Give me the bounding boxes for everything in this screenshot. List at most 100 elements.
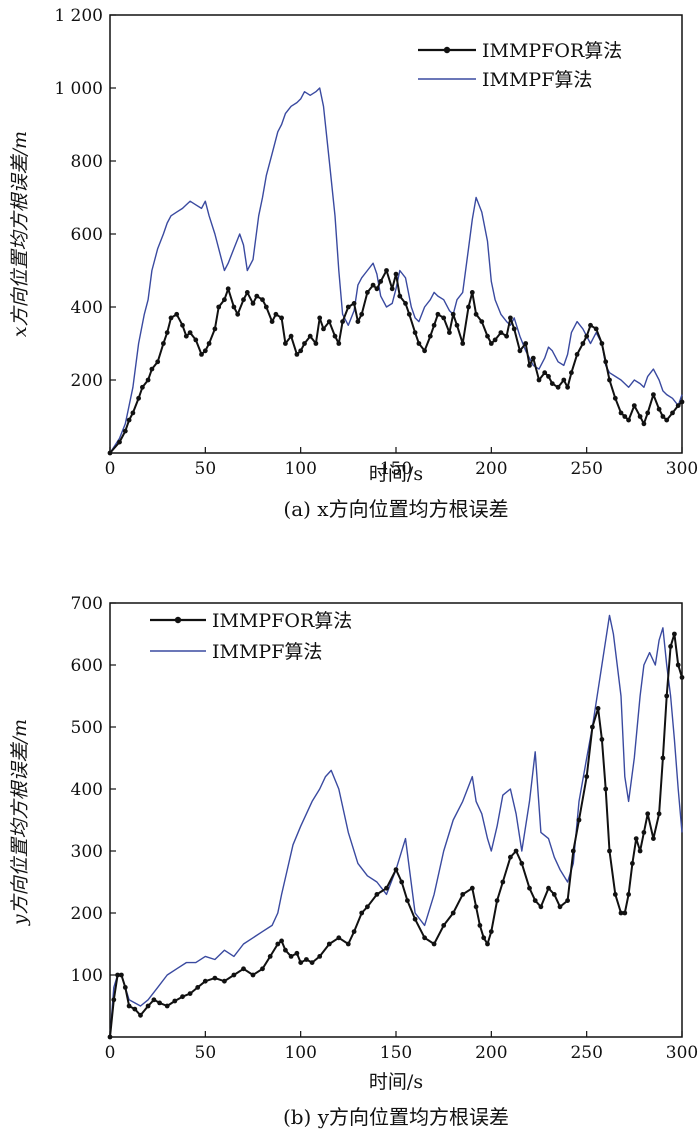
- chart-a-series-immpfor-point: [603, 359, 609, 365]
- chart-a-series-immpfor-point: [340, 319, 345, 324]
- chart-b-series-immpfor-point: [326, 941, 332, 947]
- chart-a-series-immpfor-point: [122, 428, 128, 434]
- chart-a-series-immpfor-point: [321, 326, 326, 332]
- chart-b-series-immpfor-point: [513, 848, 519, 854]
- chart-a-series-immpfor-point: [631, 403, 637, 408]
- chart-a-series-immpfor-point: [298, 348, 304, 354]
- chart-a-series-immpfor-point: [580, 341, 586, 346]
- chart-a-legend: IMMPFOR算法 IMMPF算法: [418, 40, 622, 91]
- chart-b-series-immpfor-point: [304, 957, 309, 962]
- chart-a-series-immpfor-point: [288, 333, 294, 339]
- chart-b-ytick-label: 300: [71, 842, 103, 862]
- chart-a-series-immpf-line: [109, 87, 683, 454]
- chart-a-series-immpfor-point: [397, 293, 403, 299]
- chart-a-series-immpfor-point: [447, 330, 452, 335]
- chart-a-series-immpfor-point: [107, 450, 113, 456]
- chart-b-series-immpfor-point: [551, 892, 557, 897]
- chart-b-series-immpfor-point: [298, 960, 304, 965]
- chart-a-series-immpfor-point: [332, 333, 338, 339]
- chart-a-plot-frame: [109, 14, 683, 454]
- chart-a-series-immpfor-point: [656, 406, 662, 412]
- chart-b-series-immpfor-point: [675, 662, 681, 668]
- chart-a-series-immpfor-point: [530, 355, 536, 361]
- chart-a-x-ticks: 0 50 100 150 200 250 300: [105, 447, 698, 479]
- chart-b-series-immpfor-point: [374, 892, 380, 897]
- chart-a-series-immpfor-point: [523, 341, 529, 346]
- chart-a-series-immpfor-point: [492, 337, 498, 343]
- chart-b-series-immpfor-point: [132, 1006, 138, 1012]
- chart-a-series-immpfor-point: [336, 341, 342, 346]
- chart-b-series-immpfor-point: [107, 1034, 113, 1040]
- chart-a-series-immpfor-point: [212, 326, 218, 332]
- chart-a-ytick-label: 1 000: [54, 79, 103, 99]
- chart-a-series-immpfor-point: [641, 421, 647, 427]
- chart-a-series-immpfor-point: [183, 333, 189, 339]
- chart-b-series-immpfor-point: [164, 1003, 170, 1009]
- chart-b-series-immpfor-point: [195, 985, 201, 990]
- chart-b-series-immpfor-point: [180, 994, 185, 1000]
- chart-b-series-immpfor-point: [612, 892, 618, 897]
- chart-a-series-immpfor-point: [140, 384, 145, 390]
- chart-b-series-immpfor-point: [481, 935, 487, 941]
- chart-a-series-immpfor-point: [607, 377, 612, 383]
- chart-b-series-immpfor-point: [384, 885, 389, 891]
- chart-a-ytick-label: 400: [71, 298, 103, 318]
- chart-b-series-immpfor-point: [641, 830, 647, 835]
- chart-b-series-immpfor-point: [469, 885, 475, 891]
- chart-a-series-immpfor-point: [370, 282, 376, 288]
- chart-b-series-immpfor-point: [584, 774, 590, 779]
- chart-a-series-immpfor-point: [130, 410, 136, 416]
- chart-b-series-immpfor-point: [365, 904, 370, 910]
- chart-a-series-immpfor-point: [485, 333, 490, 339]
- chart-b-series-immpfor-line: [109, 633, 683, 1038]
- chart-a-series-immpfor-point: [302, 341, 307, 346]
- chart-b-xtick-label: 300: [666, 1043, 698, 1063]
- chart-a-series-immpfor-point: [307, 333, 313, 339]
- chart-a-series-immpfor-point: [565, 384, 570, 390]
- chart-a-series-immpfor-point: [403, 301, 408, 306]
- chart-a-series-immpfor-point: [488, 341, 494, 346]
- chart-b-series-immpfor-point: [231, 972, 237, 978]
- chart-b-ytick-label: 400: [71, 780, 103, 800]
- chart-a-series-immpfor-point: [283, 341, 288, 346]
- chart-a-series-immpfor-point: [664, 417, 670, 423]
- chart-a-series-immpfor-point: [584, 333, 590, 339]
- chart-a-series-immpfor-point: [365, 290, 370, 295]
- chart-a-series-immpfor-point: [637, 414, 643, 419]
- chart-b-series-immpfor-point: [532, 898, 538, 903]
- chart-a-series-immpfor-point: [313, 341, 319, 346]
- chart-b-ytick-label: 200: [71, 904, 103, 924]
- chart-b-series-immpfor-point: [527, 885, 532, 891]
- chart-a-series-immpfor-point: [145, 377, 151, 383]
- chart-b-series-immpfor-point: [288, 954, 294, 959]
- chart-b-y-ticks: 100 200 300 400 500 600 700: [71, 594, 116, 986]
- chart-a-series-immpfor-point: [225, 286, 231, 292]
- chart-b-series-immpfor-point: [138, 1012, 143, 1018]
- chart-b-series-immpfor-point: [519, 861, 525, 866]
- chart-a-series-immpfor-point: [294, 352, 300, 357]
- chart-b-series-immpfor-point: [450, 910, 456, 916]
- chart-a-legend-label-immpf: IMMPF算法: [482, 69, 592, 91]
- chart-b-series-immpfor-point: [633, 836, 639, 841]
- chart-b-x-ticks: 0 50 100 150 200 250 300: [105, 1031, 698, 1063]
- chart-a-series-immpfor-line: [109, 269, 683, 454]
- chart-b-series-immpfor-point: [275, 941, 281, 947]
- chart-b-ytick-label: 700: [71, 594, 103, 614]
- chart-a-series-immpfor-point: [427, 333, 433, 339]
- chart-b-xtick-label: 50: [195, 1043, 217, 1063]
- chart-a-series-immpfor-point: [136, 395, 142, 401]
- chart-b-series-immpfor-point: [603, 786, 609, 792]
- chart-a-series-immpfor-point: [651, 392, 656, 397]
- chart-a-series-immpfor-point: [244, 290, 250, 295]
- chart-a-series-immpfor-point: [317, 315, 323, 321]
- chart-b-series-immpfor-point: [599, 737, 605, 742]
- chart-b-series-immpfor-point: [477, 923, 483, 928]
- chart-a-series-immpfor-point: [511, 326, 517, 332]
- chart-b-xtick-label: 150: [380, 1043, 412, 1063]
- chart-a-series-immpfor-point: [326, 319, 332, 324]
- chart-a-ytick-label: 600: [71, 225, 103, 245]
- chart-b-series-immpfor-point: [473, 904, 479, 910]
- chart-a-series-immpfor-point: [542, 370, 548, 376]
- chart-a-xtick-label: 50: [195, 459, 217, 479]
